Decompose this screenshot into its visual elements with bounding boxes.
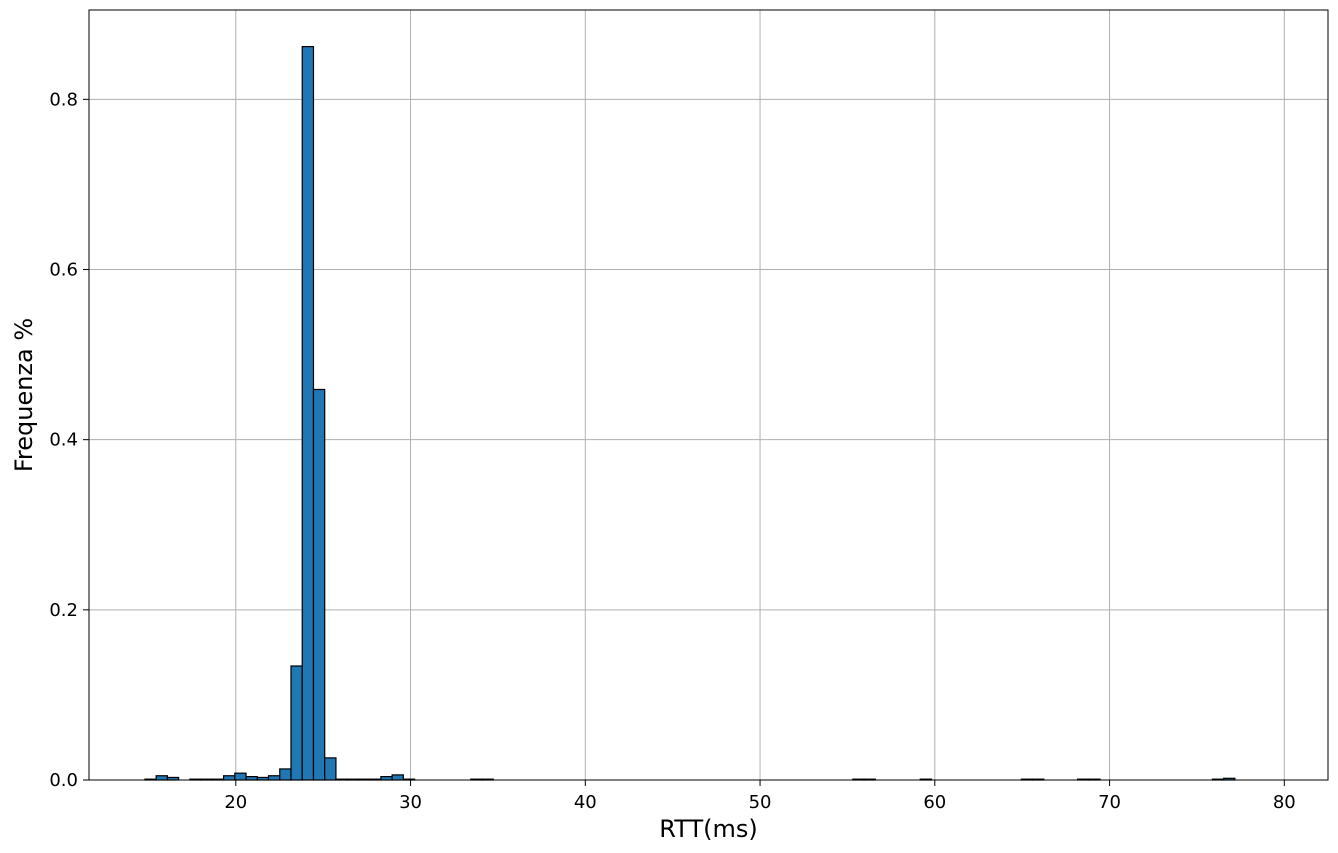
y-axis-label: Frequenza % — [10, 318, 38, 472]
x-axis-label: RTT(ms) — [659, 815, 757, 843]
x-axis-ticks: 20 30 40 50 60 70 80 — [224, 780, 1296, 813]
grid — [89, 10, 1328, 781]
histogram-bar — [380, 775, 393, 781]
y-tick-label: 0.8 — [49, 89, 78, 110]
histogram-bar — [155, 775, 168, 781]
x-tick-label: 60 — [923, 792, 946, 813]
histogram-bar — [222, 775, 236, 781]
x-tick-label: 30 — [399, 792, 422, 813]
y-tick-label: 0.4 — [49, 430, 78, 451]
plot-frame — [88, 9, 1329, 781]
x-tick-label: 40 — [574, 792, 597, 813]
histogram-bar — [245, 775, 258, 781]
histogram-bar — [290, 665, 303, 781]
y-tick-label: 0.0 — [49, 770, 78, 791]
histogram-bar — [234, 772, 247, 781]
histogram-bar — [267, 775, 281, 781]
histogram-bar — [324, 757, 337, 781]
x-tick-label: 70 — [1098, 792, 1121, 813]
x-tick-label: 50 — [749, 792, 772, 813]
y-axis-ticks: 0.0 0.2 0.4 0.6 0.8 — [49, 89, 89, 791]
y-tick-label: 0.6 — [49, 260, 78, 281]
histogram-bar — [279, 768, 292, 781]
histogram-bar — [391, 774, 404, 781]
histogram-bars — [144, 45, 1236, 781]
x-tick-label: 20 — [224, 792, 247, 813]
histogram-bar — [312, 388, 326, 781]
histogram-bar — [301, 45, 315, 781]
y-tick-label: 0.2 — [49, 600, 78, 621]
x-tick-label: 80 — [1273, 792, 1296, 813]
